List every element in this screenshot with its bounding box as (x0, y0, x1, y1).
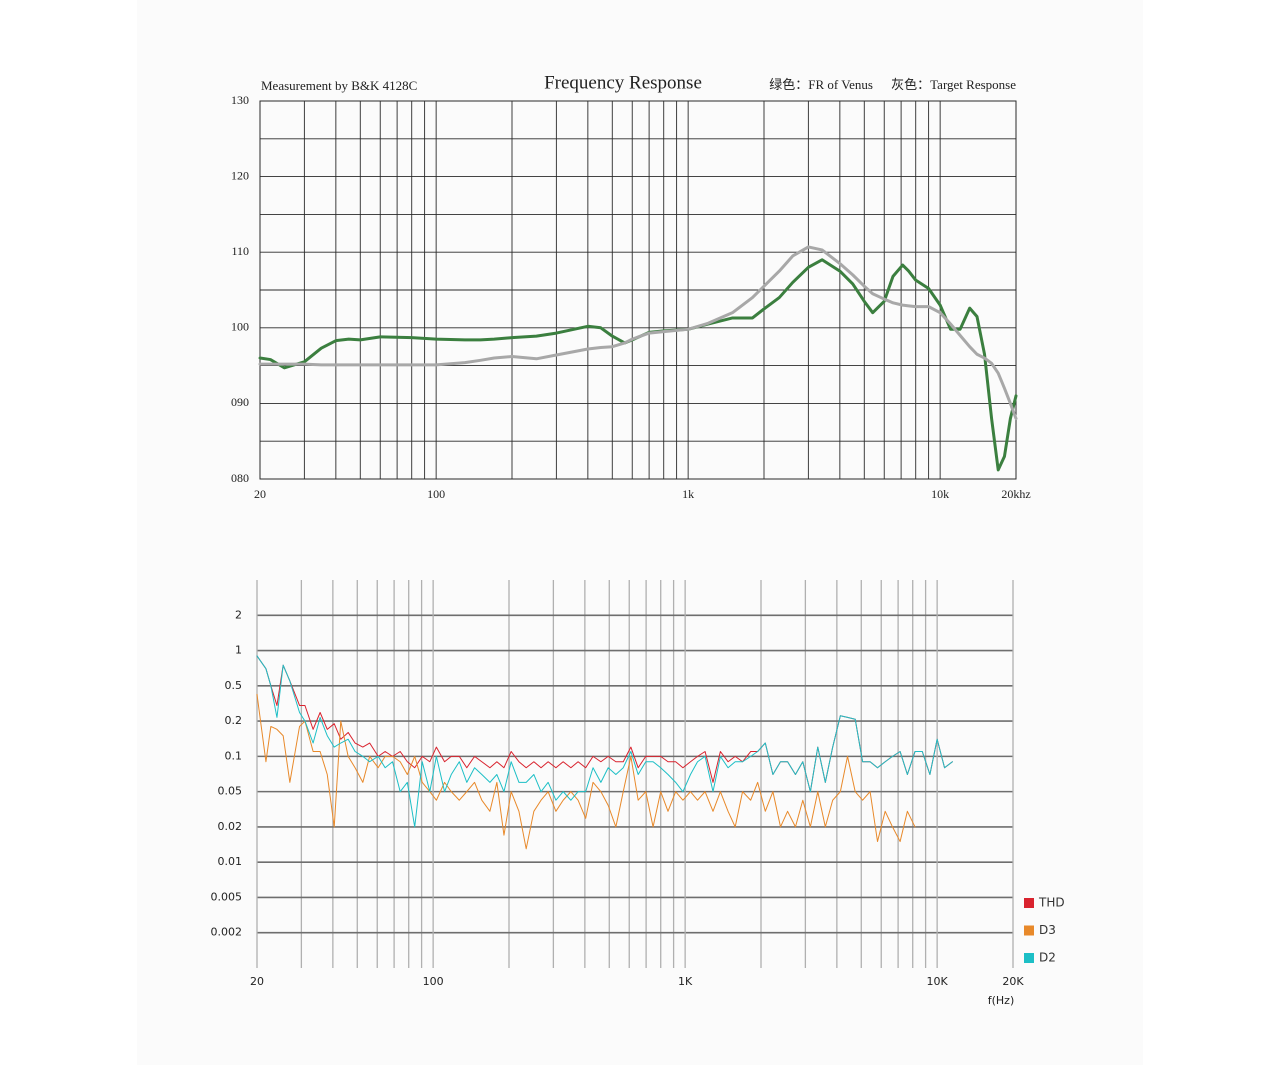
x-tick-label: 1K (678, 975, 693, 988)
y-tick-label: 120 (231, 168, 249, 182)
plot-frame (259, 100, 1017, 480)
y-tick-label: 130 (231, 93, 249, 107)
legend-swatch (1024, 925, 1034, 936)
x-tick-label: 10k (931, 487, 949, 501)
y-tick-label: 0.002 (211, 926, 243, 939)
y-tick-label: 100 (231, 320, 249, 334)
x-tick-label: 1k (682, 487, 694, 501)
data-line (256, 655, 953, 828)
y-tick-label: 2 (235, 608, 242, 621)
legend-label: THD (1038, 896, 1065, 910)
x-tick-label: 20khz (1001, 487, 1030, 501)
legend-label: 灰色：Target Response (891, 77, 1016, 92)
legend-swatch (1024, 953, 1034, 963)
y-tick-label: 0.5 (225, 679, 243, 692)
x-tick-label: 20K (1002, 975, 1024, 988)
y-tick-label: 0.02 (218, 820, 243, 833)
legend-label: 绿色：FR of Venus (769, 77, 873, 92)
y-tick-label: 0.05 (218, 785, 243, 798)
x-axis-label: f(Hz) (988, 994, 1015, 1007)
legend-swatch (1024, 898, 1034, 908)
legend-label: D2 (1039, 951, 1056, 965)
data-line (258, 245, 1018, 421)
y-tick-label: 0.01 (218, 855, 243, 868)
y-tick-label: 0.2 (225, 714, 243, 727)
y-tick-label: 0.1 (225, 749, 243, 762)
y-tick-label: 0.005 (211, 890, 243, 903)
y-tick-label: 1 (235, 644, 242, 657)
data-line (258, 258, 1018, 472)
y-tick-label: 080 (231, 471, 249, 485)
y-tick-label: 110 (231, 244, 249, 258)
y-tick-label: 090 (231, 395, 249, 409)
x-tick-label: 10K (927, 975, 949, 988)
x-tick-label: 20 (250, 975, 264, 988)
legend-label: D3 (1039, 923, 1056, 937)
note: Measurement by B&K 4128C (261, 78, 417, 93)
x-tick-label: 100 (423, 975, 444, 988)
background-panel (137, 0, 1143, 1065)
data-line (256, 693, 916, 850)
x-tick-label: 100 (427, 487, 445, 501)
chart-title: Frequency Response (544, 72, 702, 93)
x-tick-label: 20 (254, 487, 266, 501)
